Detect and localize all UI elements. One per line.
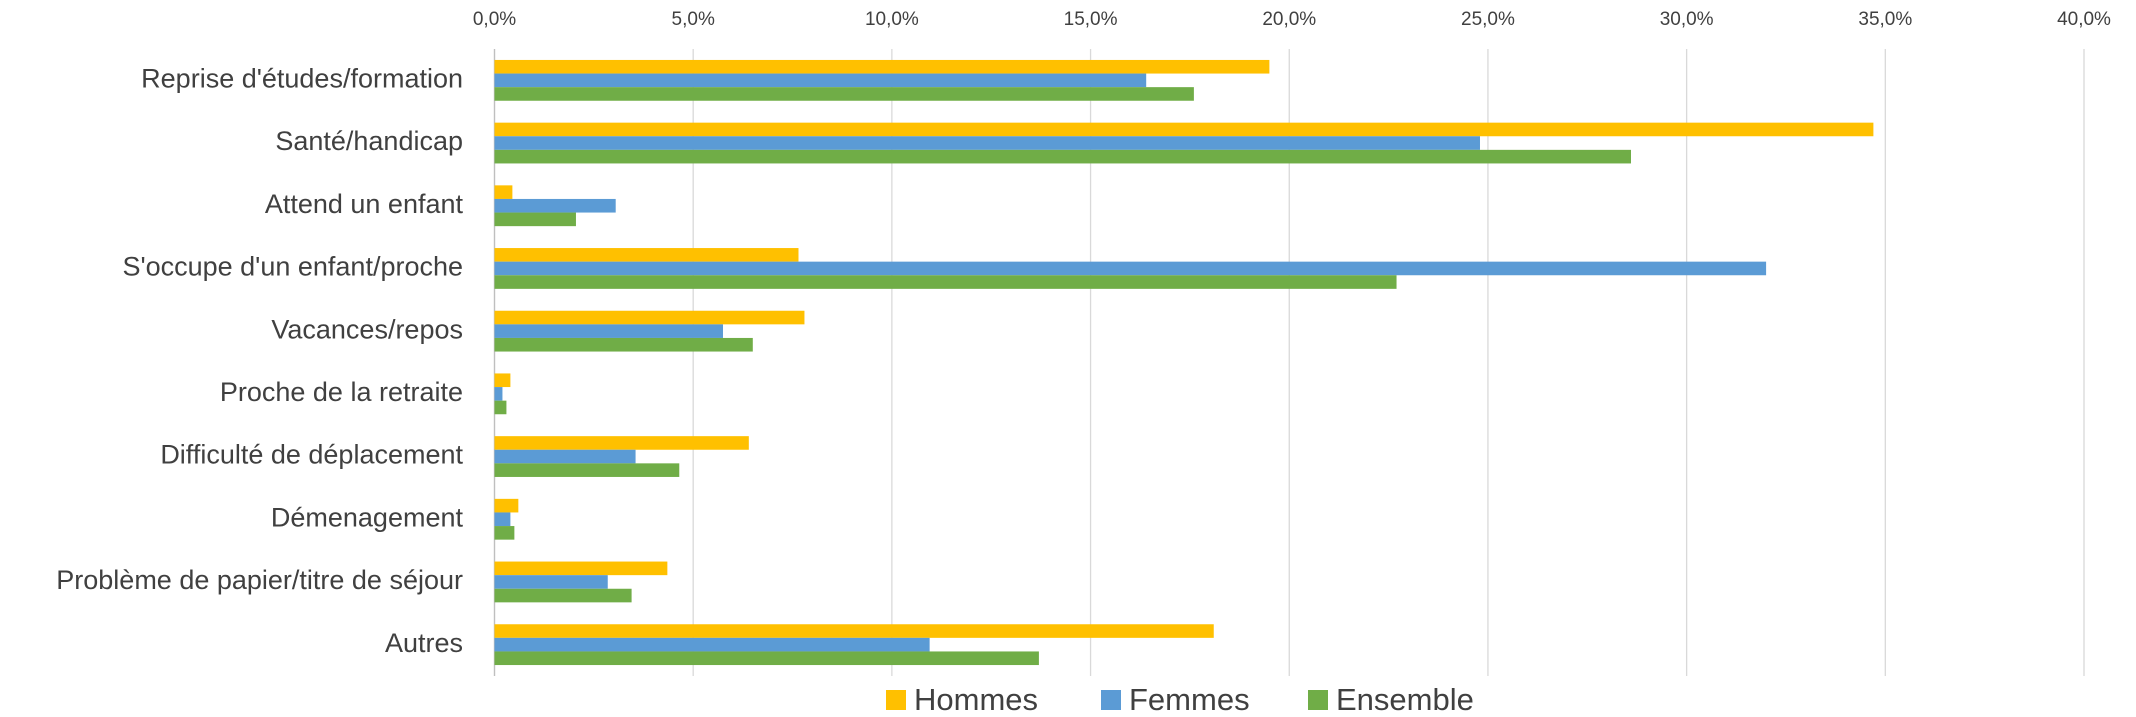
x-tick-label: 0,0% [473,9,516,30]
y-tick-label: Démenagement [271,502,464,532]
bar [494,575,608,589]
legend-swatch [886,690,906,710]
legend-label: Femmes [1129,682,1250,717]
bar [494,248,799,262]
bar [494,449,636,464]
x-tick-label: 5,0% [672,9,715,30]
legend-label: Ensemble [1336,682,1474,717]
bar [494,87,1194,101]
bar [494,73,1147,88]
bar [494,512,511,527]
bar [494,624,1214,638]
bar [494,400,507,415]
bar [494,373,511,388]
y-tick-label: Reprise d'études/formation [141,63,463,93]
bar [494,136,1480,150]
bar [494,436,749,450]
y-tick-label: Vacances/repos [271,314,463,344]
bar [494,651,1039,666]
y-tick-label: Difficulté de déplacement [160,440,463,470]
bar [494,185,513,199]
bar [494,637,930,652]
bar [494,275,1397,289]
bar [494,463,680,477]
bar [494,310,805,325]
bar [494,561,668,576]
bar [494,122,1874,137]
x-tick-label: 30,0% [1660,9,1714,30]
y-tick-label: Problème de papier/titre de séjour [56,565,463,595]
bar [494,337,753,352]
legend-label: Hommes [914,682,1038,717]
legend-swatch [1101,690,1121,710]
x-tick-label: 20,0% [1262,9,1316,30]
bar [494,198,616,213]
bar [494,59,1270,74]
bar [494,149,1631,164]
bar [494,212,576,227]
bar [494,387,503,401]
bar [494,588,632,603]
x-tick-label: 15,0% [1064,9,1118,30]
bar [494,526,515,540]
y-tick-label: Proche de la retraite [220,377,463,407]
bar [494,261,1767,276]
x-tick-label: 40,0% [2057,9,2111,30]
bar [494,324,723,338]
legend-swatch [1308,690,1328,710]
bar [494,498,519,513]
x-tick-label: 10,0% [865,9,919,30]
y-tick-label: Attend un enfant [265,189,464,219]
y-tick-label: S'occupe d'un enfant/proche [122,252,463,282]
x-tick-label: 35,0% [1858,9,1912,30]
y-tick-label: Autres [385,628,463,658]
y-tick-label: Santé/handicap [275,126,463,156]
x-tick-label: 25,0% [1461,9,1515,30]
